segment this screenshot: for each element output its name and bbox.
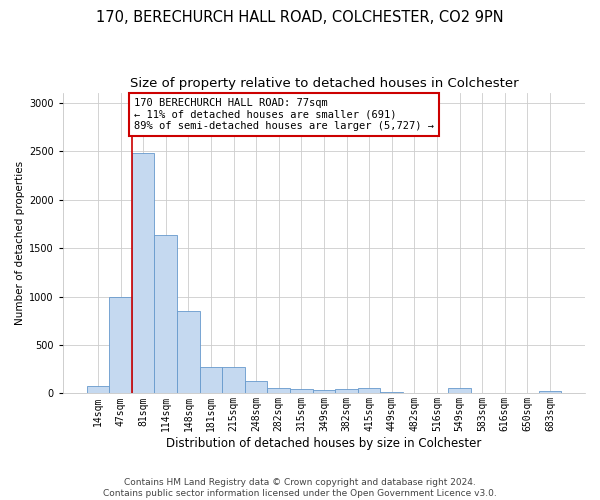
Bar	[290, 389, 313, 394]
Bar	[132, 153, 154, 394]
Bar	[268, 388, 290, 394]
Bar	[245, 381, 268, 394]
Bar	[86, 386, 109, 394]
Bar	[109, 296, 132, 394]
Bar	[358, 388, 380, 394]
Text: 170, BERECHURCH HALL ROAD, COLCHESTER, CO2 9PN: 170, BERECHURCH HALL ROAD, COLCHESTER, C…	[96, 10, 504, 25]
Bar	[380, 392, 403, 394]
Y-axis label: Number of detached properties: Number of detached properties	[15, 161, 25, 326]
Bar	[177, 311, 200, 394]
X-axis label: Distribution of detached houses by size in Colchester: Distribution of detached houses by size …	[166, 437, 482, 450]
Bar	[154, 234, 177, 394]
Text: 170 BERECHURCH HALL ROAD: 77sqm
← 11% of detached houses are smaller (691)
89% o: 170 BERECHURCH HALL ROAD: 77sqm ← 11% of…	[134, 98, 434, 131]
Title: Size of property relative to detached houses in Colchester: Size of property relative to detached ho…	[130, 78, 518, 90]
Bar	[448, 388, 471, 394]
Bar	[539, 392, 561, 394]
Bar	[222, 368, 245, 394]
Bar	[313, 390, 335, 394]
Bar	[200, 368, 222, 394]
Bar	[335, 389, 358, 394]
Text: Contains HM Land Registry data © Crown copyright and database right 2024.
Contai: Contains HM Land Registry data © Crown c…	[103, 478, 497, 498]
